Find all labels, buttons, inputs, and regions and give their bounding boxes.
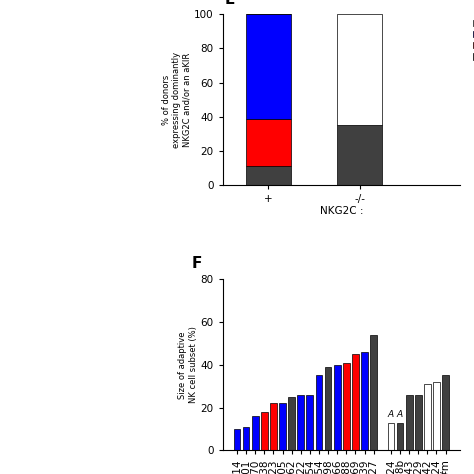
- Bar: [337, 126, 383, 185]
- Bar: [388, 422, 394, 450]
- Legend: 2C-, 2C+, 2C+, 2C-: 2C-, 2C+, 2C+, 2C-: [469, 15, 474, 65]
- Bar: [288, 397, 295, 450]
- Text: E: E: [225, 0, 235, 8]
- Bar: [337, 14, 383, 126]
- Bar: [234, 429, 240, 450]
- Text: A: A: [397, 410, 403, 419]
- Bar: [246, 118, 291, 166]
- Bar: [433, 382, 440, 450]
- Bar: [352, 354, 359, 450]
- Bar: [361, 352, 368, 450]
- Y-axis label: Size of adaptive
NK cell subset (%): Size of adaptive NK cell subset (%): [178, 327, 198, 403]
- Bar: [424, 384, 431, 450]
- Bar: [325, 367, 331, 450]
- Bar: [370, 335, 377, 450]
- Bar: [246, 14, 291, 118]
- Bar: [334, 365, 341, 450]
- Bar: [306, 395, 313, 450]
- Bar: [397, 422, 403, 450]
- Bar: [406, 395, 412, 450]
- X-axis label: NKG2C :: NKG2C :: [319, 206, 363, 216]
- Bar: [297, 395, 304, 450]
- Bar: [252, 416, 259, 450]
- Bar: [343, 363, 350, 450]
- Y-axis label: % of donors
expressing dominantly
NKG2C and/or an aKIR: % of donors expressing dominantly NKG2C …: [162, 52, 191, 148]
- Bar: [270, 403, 277, 450]
- Bar: [261, 412, 268, 450]
- Bar: [316, 375, 322, 450]
- Bar: [279, 403, 286, 450]
- Text: F: F: [192, 256, 202, 271]
- Bar: [442, 375, 449, 450]
- Bar: [246, 166, 291, 185]
- Text: A: A: [388, 410, 394, 419]
- Bar: [415, 395, 422, 450]
- Bar: [243, 427, 249, 450]
